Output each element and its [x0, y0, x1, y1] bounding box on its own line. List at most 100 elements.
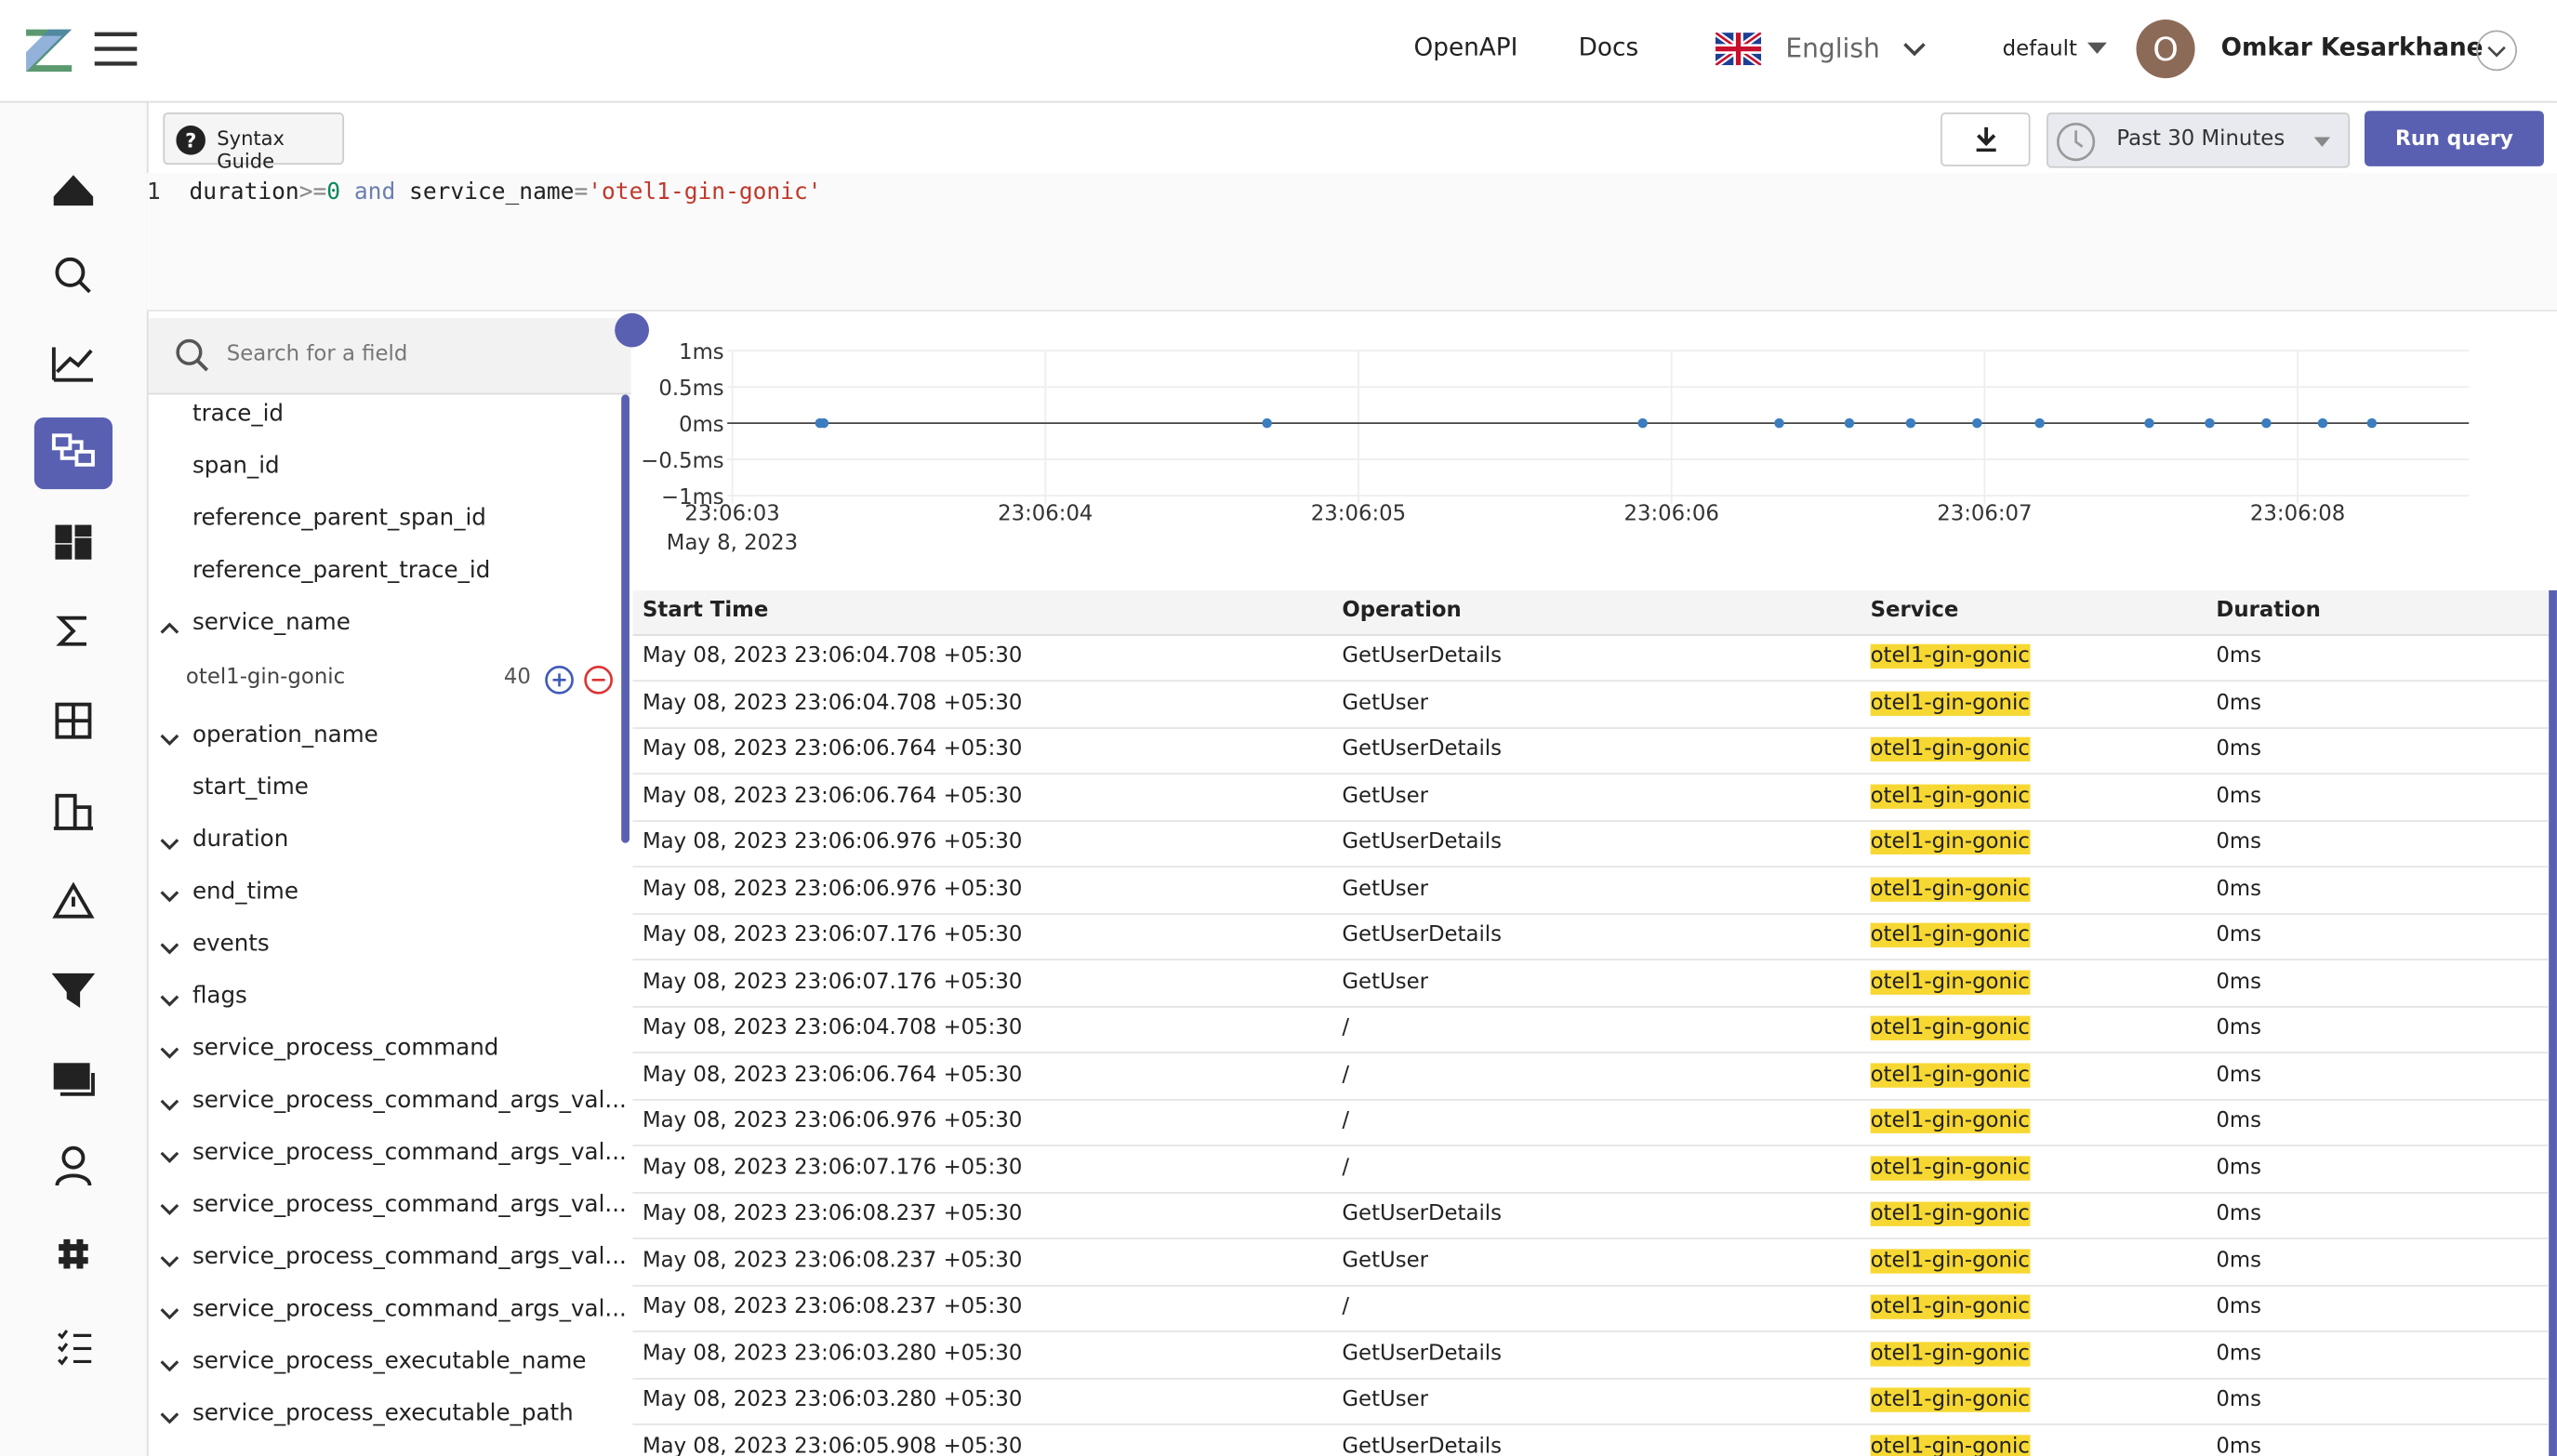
table-row[interactable]: [632, 681, 2550, 729]
point: [1844, 417, 1855, 429]
field-name[interactable]: service_name: [192, 609, 351, 636]
y-tick-label: 0.5ms: [658, 377, 723, 401]
table-cell: 0ms: [2216, 1248, 2262, 1273]
table-cell: otel1-gin-gonic: [1870, 1248, 2030, 1273]
column-header[interactable]: Service: [1870, 598, 1959, 623]
docs-link[interactable]: Docs: [1578, 33, 1639, 62]
table-cell: May 08, 2023 23:06:07.176 +05:30: [642, 969, 1023, 994]
column-header[interactable]: Operation: [1342, 598, 1462, 623]
chevron: [160, 1151, 179, 1163]
chevron-icon[interactable]: [160, 887, 179, 908]
field-name[interactable]: span_id: [192, 453, 280, 480]
query-editor[interactable]: 1 duration>=0 and service_name='otel1-gi…: [146, 172, 2557, 311]
field-search[interactable]: Search for a field: [148, 317, 631, 395]
chevron-icon[interactable]: [160, 1304, 179, 1326]
splitter-handle[interactable]: [615, 312, 650, 348]
point: [818, 417, 829, 429]
chevron[interactable]: [1901, 41, 1928, 58]
table-row[interactable]: [632, 1099, 2550, 1146]
table-row[interactable]: [632, 634, 2550, 682]
table-cell: 0ms: [2216, 736, 2262, 762]
filter-buttons[interactable]: [545, 664, 616, 703]
column-header[interactable]: Duration: [2216, 598, 2321, 623]
table-scrollbar[interactable]: [2549, 589, 2557, 1456]
menu-icon[interactable]: [93, 30, 139, 69]
x-tick-label: 23:06:08: [2250, 501, 2345, 525]
field-name[interactable]: service_process_executable_path: [192, 1400, 574, 1427]
field-name[interactable]: end_time: [192, 879, 298, 906]
run-query-button[interactable]: Run query: [2365, 111, 2544, 166]
table-row[interactable]: [632, 1331, 2550, 1379]
table-cell: May 08, 2023 23:06:08.237 +05:30: [642, 1248, 1023, 1273]
chart: 23:06:03 23:06:04 23:06:05 23:06:06 23:06:07…: [641, 340, 2470, 555]
y-tick-label: −1ms: [661, 485, 724, 510]
field-name[interactable]: events: [192, 931, 270, 958]
table-cell: 0ms: [2216, 1155, 2262, 1180]
column-header[interactable]: Start Time: [642, 598, 769, 623]
table-row[interactable]: [632, 960, 2550, 1007]
field-name[interactable]: service_process_command_args_val...: [192, 1087, 627, 1114]
table-cell: 0ms: [2216, 922, 2262, 947]
org-select[interactable]: default: [2002, 37, 2077, 62]
chevron-icon[interactable]: [160, 1043, 179, 1065]
field-name[interactable]: reference_parent_span_id: [192, 505, 486, 532]
field-name[interactable]: service_process_executable_name: [192, 1348, 587, 1375]
user-menu[interactable]: [2475, 30, 2518, 73]
field-name[interactable]: reference_parent_trace_id: [192, 557, 491, 584]
field-name[interactable]: flags: [192, 983, 247, 1010]
download-button[interactable]: [1941, 113, 2031, 166]
dropdown-arrow[interactable]: [2087, 42, 2107, 56]
table-row[interactable]: [632, 820, 2550, 868]
field-name[interactable]: start_time: [192, 774, 309, 801]
active-nav[interactable]: [33, 417, 113, 490]
syntax-guide-button[interactable]: ? Syntax Guide: [163, 113, 345, 173]
field-name[interactable]: duration: [192, 827, 289, 854]
table-row[interactable]: [632, 1145, 2550, 1193]
table-row[interactable]: [632, 867, 2550, 915]
user-name[interactable]: Omkar Kesarkhane: [2220, 33, 2484, 62]
scrollbar[interactable]: [621, 394, 629, 843]
point: [2366, 417, 2378, 429]
table-cell: otel1-gin-gonic: [1870, 783, 2030, 809]
table-row[interactable]: [632, 1052, 2550, 1100]
include-exclude[interactable]: [545, 664, 616, 696]
chevron-icon[interactable]: [160, 835, 179, 856]
chevron-icon[interactable]: [160, 1357, 179, 1378]
field-name[interactable]: service_process_command_args_val...: [192, 1296, 627, 1323]
language[interactable]: English: [1785, 33, 1880, 64]
field-name[interactable]: service_process_command_args_val...: [192, 1192, 627, 1219]
table-row[interactable]: [632, 1006, 2550, 1053]
chevron-icon[interactable]: [160, 1096, 179, 1118]
chevron-icon[interactable]: [160, 1200, 179, 1222]
table-row[interactable]: [632, 913, 2550, 960]
field-name[interactable]: service_process_command_args_val...: [192, 1244, 627, 1271]
field-count: 40: [503, 665, 531, 690]
chevron-icon[interactable]: [160, 1409, 179, 1430]
clock-icon: [2056, 122, 2096, 162]
table-row[interactable]: [632, 727, 2550, 775]
table-row[interactable]: [632, 1192, 2550, 1239]
x-tick-label: 23:06:04: [998, 501, 1093, 525]
field-name[interactable]: trace_id: [192, 401, 285, 428]
table-row[interactable]: [632, 774, 2550, 822]
openapi-link[interactable]: OpenAPI: [1413, 33, 1518, 62]
chevron-icon[interactable]: [160, 618, 179, 640]
table-row[interactable]: [632, 1285, 2550, 1332]
table-cell: otel1-gin-gonic: [1870, 690, 2030, 716]
table-cell: May 08, 2023 23:06:08.237 +05:30: [642, 1294, 1023, 1319]
avatar[interactable]: O: [2136, 20, 2195, 79]
field-value[interactable]: otel1-gin-gonic: [185, 665, 346, 690]
field-name[interactable]: service_process_command: [192, 1035, 499, 1062]
chevron-icon[interactable]: [160, 731, 179, 752]
chevron-icon[interactable]: [160, 939, 179, 960]
search-icon: [176, 338, 209, 372]
chevron-icon[interactable]: [160, 1252, 179, 1274]
time-range-picker[interactable]: Past 30 Minutes: [2047, 113, 2351, 168]
table-row[interactable]: [632, 1238, 2550, 1286]
chevron-icon[interactable]: [160, 1148, 179, 1170]
field-name[interactable]: service_process_command_args_val...: [192, 1139, 627, 1166]
table-row[interactable]: [632, 1378, 2550, 1425]
field-name[interactable]: operation_name: [192, 721, 378, 748]
chevron-icon[interactable]: [160, 991, 179, 1013]
table-cell: 0ms: [2216, 1294, 2262, 1319]
